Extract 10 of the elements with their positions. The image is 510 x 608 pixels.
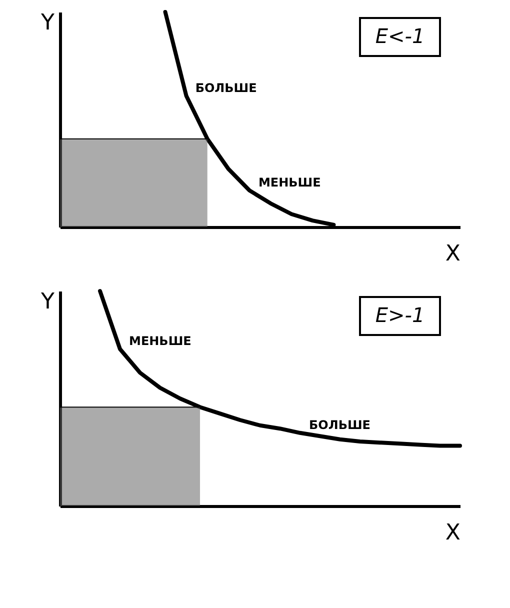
annotation: МЕНЬШЕ bbox=[258, 175, 321, 190]
annotation: МЕНЬШЕ bbox=[129, 334, 192, 348]
y-axis-title: Y bbox=[40, 10, 56, 36]
x-axis-title: X bbox=[445, 242, 460, 266]
annotation: БОЛЬШЕ bbox=[309, 418, 370, 432]
annotation: E>-1 bbox=[375, 303, 425, 327]
annotation: БОЛЬШЕ bbox=[195, 80, 257, 95]
annotation: E<-1 bbox=[375, 24, 425, 48]
y-axis-title: Y bbox=[40, 290, 56, 314]
x-axis-title: X bbox=[445, 520, 460, 546]
